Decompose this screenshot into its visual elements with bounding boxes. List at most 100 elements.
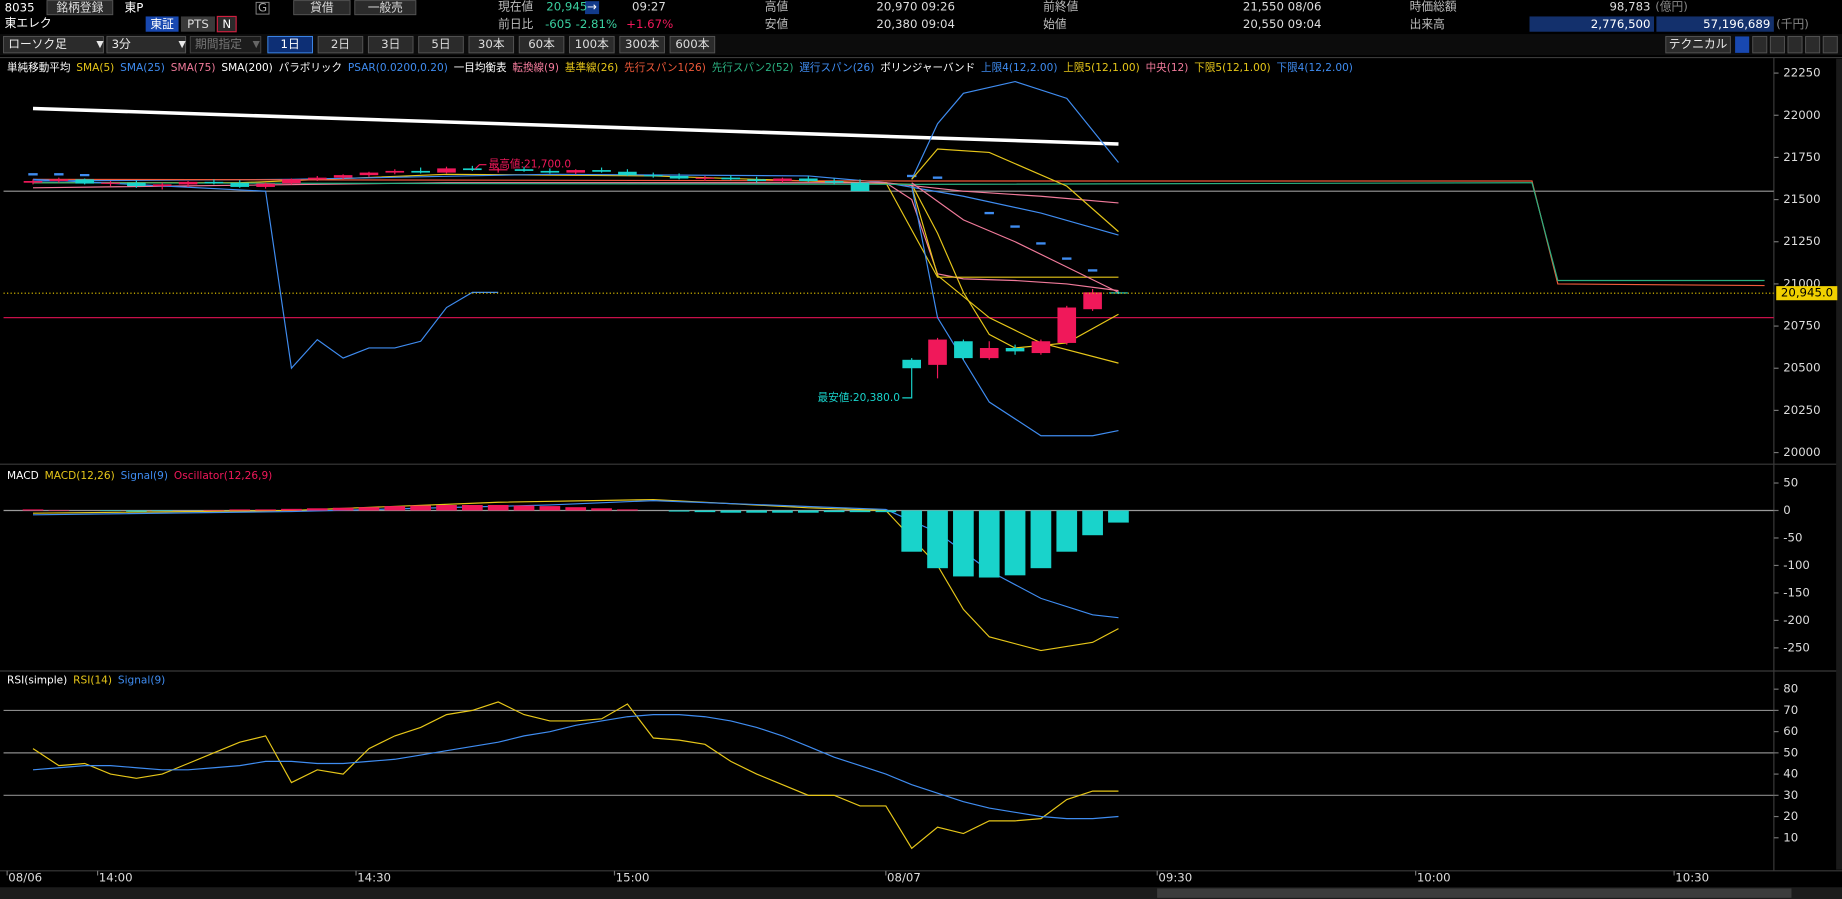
- oscillator-bar: [953, 510, 974, 577]
- range-button[interactable]: [619, 35, 665, 54]
- header-register[interactable]: 銘柄登録: [56, 1, 103, 15]
- legend-item[interactable]: RSI(14): [73, 674, 112, 686]
- settings-icon[interactable]: [1805, 35, 1821, 54]
- legend-item[interactable]: RSI(simple): [7, 674, 67, 686]
- range-button[interactable]: [518, 35, 565, 54]
- margin-button[interactable]: [293, 0, 351, 16]
- oscillator-bar: [22, 509, 44, 511]
- draw-icon[interactable]: [1735, 36, 1750, 53]
- toolbar-period[interactable]: 期間指定: [195, 37, 242, 51]
- candle-body: [514, 169, 534, 171]
- range-label[interactable]: 300本: [625, 37, 659, 51]
- legend-item[interactable]: 一目均衡表: [454, 61, 507, 74]
- range-button[interactable]: [317, 35, 364, 54]
- oscillator-bar: [797, 510, 819, 513]
- candle-body: [566, 170, 586, 173]
- range-label[interactable]: 3日: [381, 37, 400, 51]
- exchange-button[interactable]: [145, 16, 179, 32]
- range-label[interactable]: 5日: [431, 37, 450, 51]
- legend-item[interactable]: ボリンジャーバンド: [880, 62, 975, 74]
- range-button[interactable]: [669, 35, 716, 54]
- legend-item[interactable]: パラボリック: [279, 62, 342, 74]
- header-margin[interactable]: 貸借: [310, 1, 334, 15]
- legend-item[interactable]: 基準線(26): [565, 61, 618, 74]
- range-button[interactable]: [468, 35, 515, 54]
- chart-type-select[interactable]: [3, 35, 104, 54]
- legend-item[interactable]: 下限4(12,2.00): [1277, 62, 1353, 74]
- x-tick-label: 09:30: [1158, 870, 1192, 884]
- legend-item[interactable]: 遅行スパン(26): [799, 61, 874, 74]
- technical-button[interactable]: [1665, 35, 1731, 54]
- quote-change-other: +1.67%: [626, 17, 673, 31]
- range-button[interactable]: [267, 35, 313, 54]
- indicator-line: [33, 182, 1765, 282]
- zoom-icon[interactable]: [1752, 35, 1768, 54]
- candle-body: [928, 339, 947, 365]
- register-button[interactable]: [46, 0, 114, 16]
- legend-item[interactable]: SMA(25): [120, 62, 165, 74]
- legend-item[interactable]: 上限5(12,1.00): [1063, 62, 1139, 74]
- legend-item[interactable]: MACD: [7, 470, 39, 482]
- legend-item[interactable]: SMA(5): [76, 62, 114, 74]
- header-news[interactable]: N: [222, 17, 231, 31]
- range-label[interactable]: 30本: [478, 37, 505, 51]
- range-button[interactable]: [569, 35, 615, 54]
- header-general-short[interactable]: 一般売: [368, 1, 403, 15]
- range-button[interactable]: [367, 35, 414, 54]
- legend-item[interactable]: 先行スパン1(26): [624, 61, 706, 74]
- y-tick-label: 21750: [1783, 150, 1820, 164]
- oscillator-bar: [694, 510, 716, 513]
- range-label[interactable]: 60本: [528, 37, 555, 51]
- x-tick-label: 10:00: [1417, 870, 1451, 884]
- period-select[interactable]: [189, 35, 262, 54]
- time-scroll-thumb[interactable]: [1157, 888, 1792, 898]
- interval-select[interactable]: [106, 35, 187, 54]
- indicator-line: [33, 173, 1119, 236]
- indicator-line: [32, 178, 499, 370]
- g-box[interactable]: [255, 1, 270, 15]
- legend-item[interactable]: 先行スパン2(52): [712, 61, 794, 74]
- output-icon[interactable]: [1769, 35, 1785, 54]
- range-label[interactable]: 2日: [331, 37, 350, 51]
- toolbar-technical[interactable]: テクニカル: [1669, 37, 1728, 51]
- header-g[interactable]: G: [258, 1, 267, 15]
- toolbar-chart-type[interactable]: ローソク足: [8, 37, 67, 51]
- legend-item[interactable]: SMA(75): [171, 62, 216, 74]
- header-name[interactable]: 東エレク: [5, 16, 52, 30]
- legend-item[interactable]: 転換線(9): [512, 61, 559, 74]
- toolbar-interval[interactable]: 3分: [112, 37, 131, 51]
- candle-body: [49, 179, 69, 182]
- legend-item[interactable]: Signal(9): [121, 470, 168, 482]
- pts-button[interactable]: [180, 16, 215, 32]
- pane-macd: [3, 498, 1774, 652]
- time-scrollbar[interactable]: [0, 887, 1842, 899]
- legend-item[interactable]: 単純移動平均: [7, 61, 70, 74]
- legend-item[interactable]: 上限4(12,2.00): [981, 62, 1057, 74]
- range-label[interactable]: 100本: [575, 37, 609, 51]
- legend-item[interactable]: 中央(12): [1146, 61, 1189, 74]
- news-button[interactable]: [216, 15, 237, 33]
- header-code[interactable]: 8035: [5, 1, 35, 15]
- oscillator-bar: [151, 510, 173, 512]
- legend-item[interactable]: MACD(12,26): [45, 470, 115, 482]
- oscillator-bar: [591, 508, 612, 511]
- chart-icon[interactable]: [1787, 35, 1803, 54]
- legend-item[interactable]: Oscillator(12,26,9): [174, 470, 272, 482]
- header-market[interactable]: 東P: [125, 1, 144, 15]
- header-exchange[interactable]: 東証: [150, 17, 174, 31]
- range-label[interactable]: 600本: [675, 37, 709, 51]
- legend-item[interactable]: PSAR(0.0200,0.20): [348, 62, 448, 74]
- print-icon[interactable]: [1822, 35, 1838, 54]
- range-label[interactable]: 1日: [281, 37, 300, 51]
- y-tick-label: -250: [1783, 640, 1810, 654]
- candle-body: [152, 184, 172, 187]
- legend-item[interactable]: SMA(200): [221, 62, 272, 74]
- legend-item[interactable]: Signal(9): [118, 674, 165, 686]
- header-pts[interactable]: PTS: [187, 17, 209, 31]
- scrollbar[interactable]: [1836, 58, 1842, 870]
- oscillator-bar: [823, 510, 845, 513]
- legend-item[interactable]: 下限5(12,1.00): [1194, 62, 1270, 74]
- short-button[interactable]: [354, 0, 417, 16]
- range-button[interactable]: [418, 35, 464, 54]
